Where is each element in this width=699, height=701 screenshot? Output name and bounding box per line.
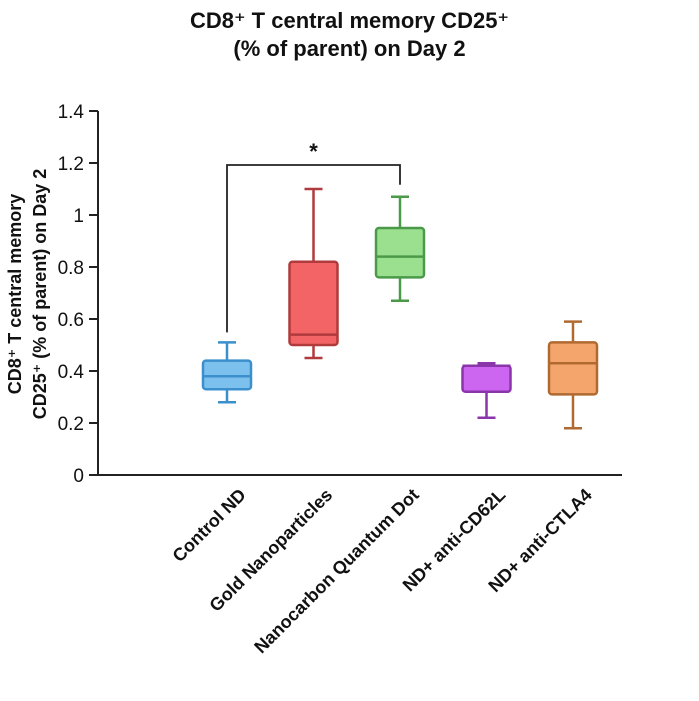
x-tick-label: Nanocarbon Quantum Dot — [250, 485, 423, 658]
box-iqr — [461, 364, 512, 394]
y-tick-label: 0.6 — [58, 310, 84, 331]
significance-bracket — [226, 164, 401, 333]
box-group — [461, 361, 512, 420]
significance-annotations: * — [226, 139, 401, 333]
box-iqr — [547, 341, 599, 396]
box-iqr — [201, 359, 253, 391]
box-group — [547, 320, 599, 430]
y-tick-label: 1.4 — [58, 102, 85, 123]
y-tick-label: 1.2 — [58, 154, 84, 175]
chart-title-line1: CD8⁺ T central memory CD25⁺ — [190, 8, 509, 33]
y-axis-label: CD8⁺ T central memory CD25⁺ (% of parent… — [5, 169, 50, 420]
x-tick-label: Control ND — [169, 485, 250, 566]
y-axis-label-line1: CD8⁺ T central memory — [5, 194, 25, 395]
y-tick-label: 0 — [73, 466, 84, 487]
box-group — [288, 187, 339, 360]
y-ticks: 0 0.2 0.4 0.6 0.8 1 1.2 1.4 — [58, 102, 98, 487]
y-axis-label-line2: CD25⁺ (% of parent) on Day 2 — [30, 169, 50, 420]
box-group — [374, 195, 426, 303]
y-tick-label: 1 — [73, 206, 84, 227]
box-iqr — [374, 226, 426, 279]
y-tick-label: 0.4 — [58, 362, 85, 383]
box-series — [201, 187, 599, 430]
y-tick-label: 0.2 — [58, 414, 84, 435]
box-group — [201, 341, 253, 404]
chart-title-line2: (% of parent) on Day 2 — [233, 36, 465, 61]
box-iqr — [288, 260, 339, 347]
significance-star: * — [309, 139, 318, 164]
y-tick-label: 0.8 — [58, 258, 84, 279]
